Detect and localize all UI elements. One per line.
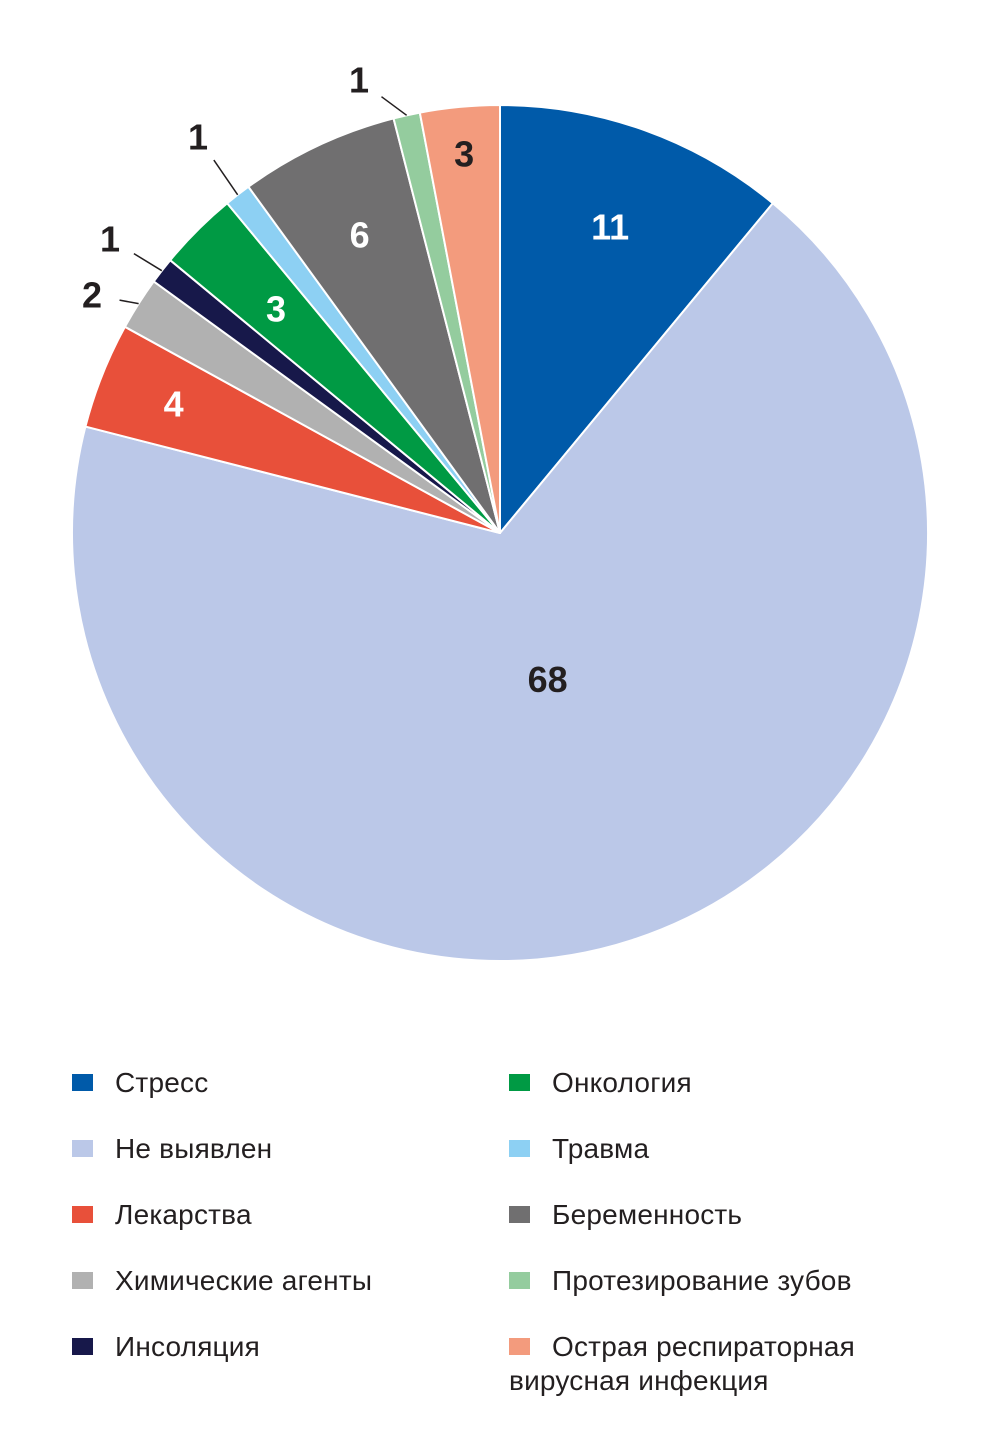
legend-label: Инсоляция bbox=[115, 1331, 260, 1362]
leader-line-6 bbox=[213, 159, 239, 196]
pie-value-label-1: 68 bbox=[528, 659, 568, 700]
pie-slice-7 bbox=[247, 117, 501, 534]
legend-label: Не выявлен bbox=[115, 1133, 273, 1164]
pie-value-label-3: 2 bbox=[82, 275, 102, 316]
legend-swatch bbox=[509, 1338, 530, 1355]
legend-swatch bbox=[72, 1206, 93, 1223]
pie-value-label-4: 1 bbox=[100, 219, 120, 260]
pie-leader-lines bbox=[119, 96, 408, 305]
leader-line-3 bbox=[119, 299, 139, 305]
pie-value-labels: 11 68 4 2 1 3 1 6 1 3 bbox=[82, 60, 629, 701]
legend-label: Химические агенты bbox=[115, 1265, 373, 1296]
legend-label: Острая респираторная вирусная инфекция bbox=[509, 1331, 856, 1396]
pie-value-label-8: 1 bbox=[349, 60, 369, 101]
legend-swatch bbox=[509, 1140, 530, 1157]
pie-value-label-0: 11 bbox=[591, 206, 629, 247]
legend-label: Онкология bbox=[552, 1067, 692, 1098]
leader-line-4 bbox=[133, 252, 163, 272]
legend-swatch bbox=[72, 1074, 93, 1091]
legend-swatch bbox=[72, 1338, 93, 1355]
leader-line-8 bbox=[381, 96, 408, 116]
pie-value-label-2: 4 bbox=[164, 383, 184, 424]
pie-slices bbox=[71, 104, 929, 962]
legend-swatch bbox=[72, 1272, 93, 1289]
pie-slice-1 bbox=[71, 202, 929, 962]
legend-label: Лекарства bbox=[115, 1199, 252, 1230]
pie-value-label-6: 1 bbox=[188, 117, 208, 158]
pie-value-label-5: 3 bbox=[266, 289, 286, 330]
legend-swatch bbox=[509, 1206, 530, 1223]
legend-swatch bbox=[72, 1140, 93, 1157]
pie-value-label-9: 3 bbox=[454, 133, 474, 174]
legend-swatch bbox=[509, 1272, 530, 1289]
pie-slice-9 bbox=[418, 104, 501, 534]
pie-slice-0 bbox=[499, 104, 774, 534]
legend-swatch bbox=[509, 1074, 530, 1091]
legend-label: Беременность bbox=[552, 1199, 743, 1230]
legend-label: Протезирование зубов bbox=[552, 1265, 852, 1296]
pie-value-label-7: 6 bbox=[350, 214, 370, 255]
legend-label: Стресс bbox=[115, 1067, 209, 1098]
legend-label: Травма bbox=[552, 1133, 650, 1164]
